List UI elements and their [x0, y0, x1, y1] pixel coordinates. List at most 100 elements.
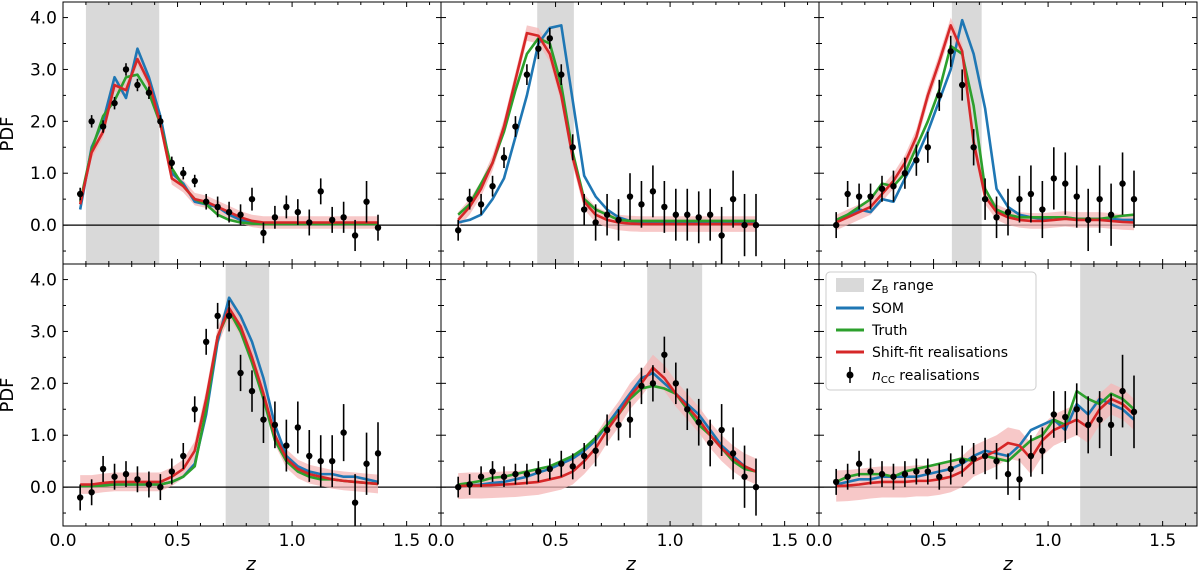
ncc-point [180, 170, 187, 177]
x-tick-label: 1.0 [1035, 531, 1062, 551]
ncc-point [970, 144, 977, 151]
ncc-point [901, 170, 909, 177]
panel-3 [818, 1, 1198, 265]
ncc-point [317, 188, 324, 195]
y-tick-label: 2.0 [30, 374, 57, 394]
ncc-point [237, 211, 244, 218]
ncc-point [1050, 175, 1058, 182]
ncc-point [569, 144, 576, 151]
ncc-point [351, 232, 359, 239]
ncc-point [454, 483, 462, 491]
legend-ncc-marker [846, 371, 854, 379]
ncc-point [157, 118, 164, 125]
ncc-point [832, 221, 840, 229]
panel-plot-area [63, 264, 441, 526]
ncc-point [752, 221, 760, 229]
ncc-point [328, 216, 336, 224]
ncc-point [936, 473, 943, 480]
y-tick-label: 4.0 [30, 271, 57, 291]
ncc-point [958, 457, 966, 465]
panel-1: 0.0 1.0 2.0 3.0 4.0 [30, 1, 442, 265]
ncc-point [500, 473, 508, 480]
panel-plot-area [819, 264, 1197, 526]
ncc-point [477, 473, 485, 480]
ncc-point [168, 468, 176, 475]
ncc-point [867, 468, 874, 475]
ncc-point [672, 380, 680, 387]
ncc-point [993, 457, 1000, 465]
shift-fit-band [80, 298, 378, 494]
ncc-point [466, 195, 473, 203]
ncc-point [844, 190, 851, 198]
labels-layer: PDF PDF z z z [0, 116, 1013, 574]
x-tick-label: 1.0 [657, 531, 684, 551]
ncc-point [878, 185, 886, 192]
panel-2 [440, 1, 820, 265]
ncc-point [741, 473, 748, 480]
ncc-point [306, 452, 313, 460]
ncc-point [913, 468, 920, 475]
ncc-point [936, 92, 943, 99]
ncc-point [615, 421, 622, 429]
ncc-point [1084, 216, 1092, 224]
x-tick-label: 0.5 [920, 531, 947, 551]
ncc-point [523, 71, 531, 78]
ncc-point [145, 481, 153, 488]
ncc-point [76, 494, 84, 501]
ncc-point [512, 470, 519, 478]
ncc-point [88, 489, 95, 496]
ncc-point [340, 214, 347, 221]
ncc-point [168, 159, 176, 167]
legend-shift-label: Shift-fit realisations [872, 345, 1008, 361]
ncc-point [729, 450, 737, 457]
legend: ZB range SOM Truth Shift-fit realisation… [825, 271, 1037, 391]
ncc-point [592, 447, 599, 454]
ncc-point [649, 380, 657, 387]
ncc-point [924, 468, 932, 475]
ncc-point [913, 157, 920, 164]
ncc-point [706, 211, 714, 218]
ncc-point [741, 221, 748, 229]
ncc-point [248, 195, 256, 203]
x-tick-label: 0.5 [164, 531, 191, 551]
ncc-point [981, 452, 989, 460]
y-tick-label: 0.0 [30, 216, 57, 236]
panel-ticks [440, 264, 819, 526]
ncc-point [890, 182, 897, 190]
ncc-point [1119, 180, 1126, 187]
ncc-point [638, 201, 645, 208]
legend-zb-swatch [836, 278, 864, 292]
ncc-point [489, 468, 496, 475]
ncc-point [374, 224, 382, 231]
ncc-point [649, 188, 657, 195]
panel-plot-area [441, 2, 819, 264]
ncc-point [99, 123, 107, 130]
ncc-point [855, 460, 863, 467]
ncc-point [672, 211, 680, 218]
ncc-point [466, 481, 473, 488]
ncc-point [752, 483, 760, 491]
ncc-point [1039, 447, 1046, 454]
ncc-point [695, 419, 702, 426]
ncc-point [661, 351, 668, 358]
ncc-point [76, 190, 84, 198]
ncc-point [958, 81, 966, 89]
ncc-point [1050, 411, 1058, 418]
ncc-point [1096, 195, 1103, 203]
ncc-point [202, 338, 210, 346]
ncc-point [500, 154, 508, 161]
x-axis-label-3: z [1002, 554, 1013, 574]
ncc-point [351, 499, 359, 506]
ncc-point [890, 473, 897, 480]
ncc-point [374, 450, 382, 457]
panel-plot-area [819, 2, 1197, 264]
ncc-point [191, 177, 198, 185]
ncc-point [695, 214, 702, 221]
ncc-point [1062, 180, 1069, 187]
ncc-point [122, 66, 130, 73]
ncc-point [535, 468, 542, 475]
y-axis-label-bottom: PDF [0, 377, 18, 412]
ncc-point [214, 203, 221, 211]
ncc-point [306, 219, 313, 226]
ncc-point [145, 89, 153, 96]
